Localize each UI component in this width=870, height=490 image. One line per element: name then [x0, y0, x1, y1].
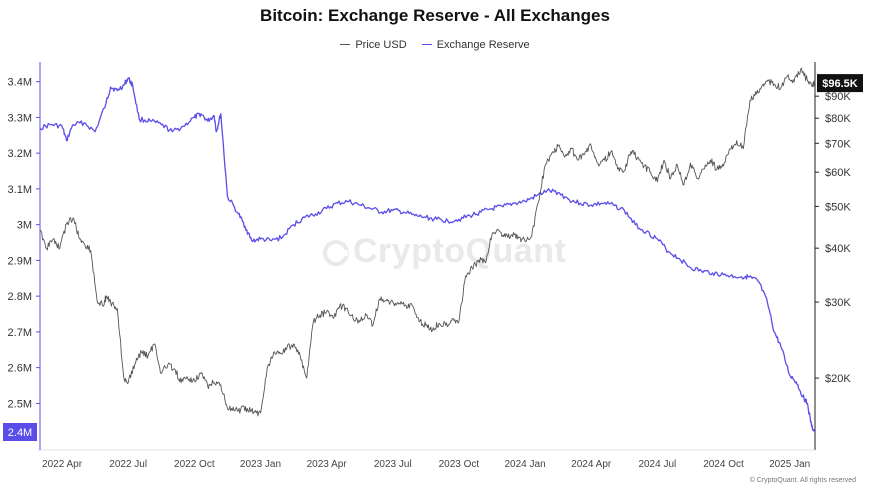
legend-label-price: Price USD: [355, 38, 407, 51]
x-tick-label: 2024 Jan: [504, 459, 545, 470]
x-tick-label: 2024 Jul: [638, 459, 676, 470]
left-tick-label: 3.1M: [8, 184, 32, 196]
x-axis: 2022 Apr 2022 Jul 2022 Oct 2023 Jan 2023 Apr…: [38, 449, 815, 470]
legend-label-reserve: Exchange Reserve: [436, 38, 530, 51]
legend-item-price[interactable]: Price USD: [340, 38, 407, 51]
x-tick-label: 2024 Apr: [571, 459, 612, 470]
x-tick-label: 2023 Apr: [307, 459, 348, 470]
cryptoquant-logo-icon: [323, 240, 349, 267]
chart-title: Bitcoin: Exchange Reserve - All Exchange…: [260, 6, 610, 25]
right-tick-label: $80K: [825, 113, 851, 125]
current-reserve-badge: [3, 423, 37, 441]
x-tick-label: 2023 Jan: [240, 459, 281, 470]
right-tick-label: $40K: [825, 243, 851, 255]
right-axis: $90K $80K $70K $60K $50K $40K $30K $20K: [814, 62, 851, 450]
legend-swatch-price: [340, 44, 351, 45]
left-tick-label: 2.7M: [8, 327, 32, 339]
legend-item-reserve[interactable]: Exchange Reserve: [421, 38, 530, 51]
current-price-badge: [817, 74, 863, 93]
right-tick-label: $60K: [825, 167, 851, 179]
right-tick-label: $50K: [825, 201, 851, 213]
left-tick-label: 3M: [17, 220, 32, 232]
left-axis: 3.4M 3.3M 3.2M 3.1M 3M 2.9M 2.8M 2.7M 2.6M 2.5M: [8, 62, 41, 450]
series-lines: [39, 67, 816, 433]
x-tick-label: 2022 Oct: [174, 459, 215, 470]
current-price-label: $96.5K: [822, 78, 858, 90]
legend-swatch-reserve: [421, 44, 432, 45]
current-reserve-label: 2.4M: [8, 427, 32, 439]
left-tick-label: 2.5M: [8, 398, 32, 410]
x-tick-label: 2023 Jul: [374, 459, 412, 470]
reserve-line: [39, 77, 816, 433]
left-tick-label: 3.4M: [8, 77, 32, 89]
value-badges: 2.4M $96.5K: [3, 74, 863, 441]
left-tick-label: 2.8M: [8, 291, 32, 303]
left-tick-label: 3.2M: [8, 148, 32, 160]
x-tick-label: 2022 Jul: [109, 459, 147, 470]
right-tick-label: $90K: [825, 91, 851, 103]
price-line: [39, 67, 816, 417]
credit-text: © CryptoQuant. All rights reserved: [749, 477, 856, 484]
left-tick-label: 2.9M: [8, 255, 32, 267]
left-tick-label: 2.6M: [8, 363, 32, 375]
x-tick-label: 2025 Jan: [769, 459, 810, 470]
right-tick-label: $70K: [825, 138, 851, 150]
right-tick-label: $20K: [825, 373, 851, 385]
left-tick-label: 3.3M: [8, 112, 32, 124]
x-tick-label: 2024 Oct: [703, 459, 744, 470]
x-tick-label: 2023 Oct: [439, 459, 480, 470]
right-tick-label: $30K: [825, 297, 851, 309]
legend: Price USD Exchange Reserve: [0, 36, 870, 51]
x-tick-label: 2022 Apr: [42, 459, 83, 470]
